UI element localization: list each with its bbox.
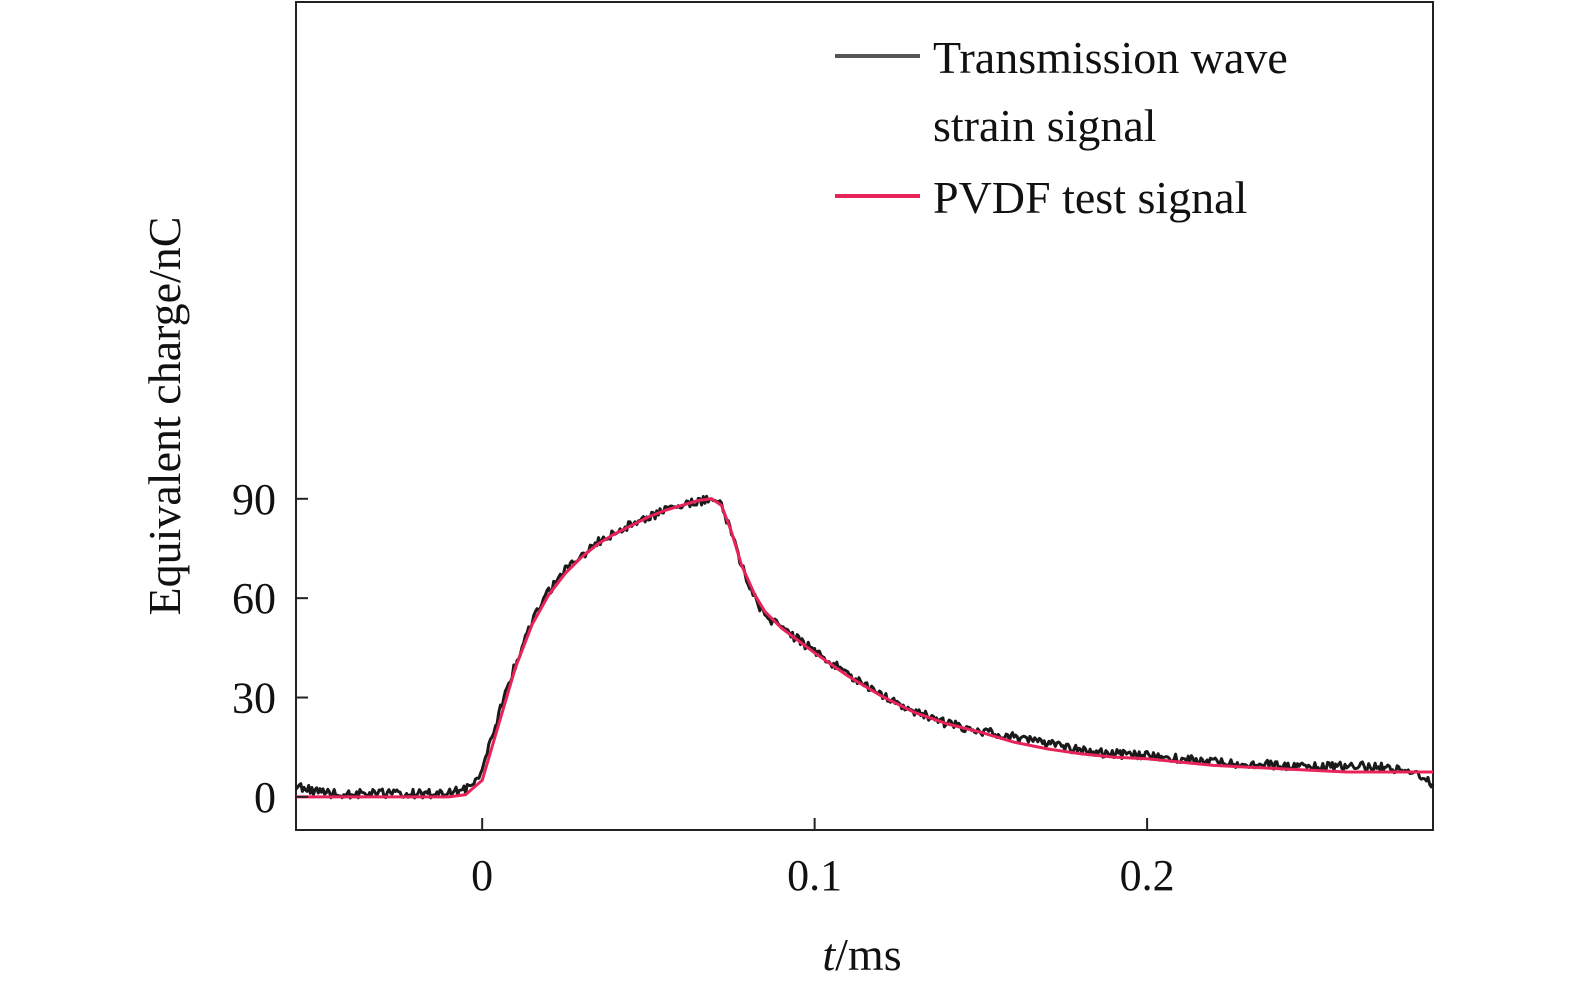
svg-text:t/ms: t/ms <box>822 929 901 980</box>
y-axis: 0 30 60 90 <box>232 475 308 822</box>
legend-label: strain signal <box>933 100 1157 151</box>
plot-area <box>294 1 1435 831</box>
y-tick-label: 60 <box>232 574 276 623</box>
plot-frame <box>295 1 1434 831</box>
x-axis-title: t/ms <box>822 929 901 980</box>
y-tick-label: 30 <box>232 674 276 723</box>
x-axis-label-italic: t <box>822 929 836 980</box>
x-axis-label-unit: /ms <box>835 929 901 980</box>
x-tick-label: 0.1 <box>787 851 842 900</box>
series-pvdf-line <box>296 497 1433 799</box>
x-tick-label: 0 <box>471 851 493 900</box>
y-tick-label: 0 <box>254 773 276 822</box>
y-axis-label: Equivalent charge/nC <box>139 217 190 616</box>
legend-label: Transmission wave <box>933 32 1288 83</box>
x-axis: 0 0.1 0.2 <box>471 818 1175 900</box>
legend-label: PVDF test signal <box>933 172 1247 223</box>
series-layer <box>294 494 1435 800</box>
x-tick-label: 0.2 <box>1120 851 1175 900</box>
y-tick-label: 90 <box>232 475 276 524</box>
series-transmission-wave-line <box>294 494 1435 800</box>
y-axis-title: Equivalent charge/nC <box>139 217 190 616</box>
legend: Transmission wave strain signal PVDF test … <box>835 32 1288 223</box>
